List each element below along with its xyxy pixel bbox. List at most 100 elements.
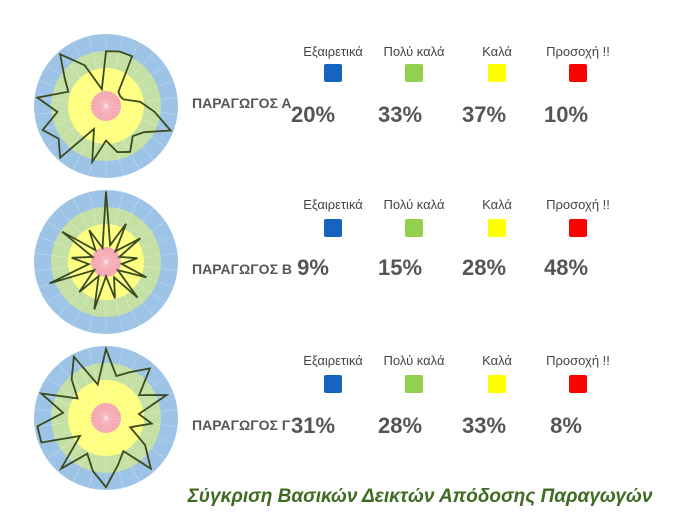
spoke bbox=[105, 261, 154, 317]
legend-swatch bbox=[405, 375, 423, 393]
legend-swatch bbox=[488, 64, 506, 82]
percentage-value: 28% bbox=[377, 413, 423, 438]
legend-label: Προσοχή !! bbox=[546, 353, 610, 368]
spoke bbox=[105, 64, 166, 107]
spoke bbox=[34, 417, 107, 427]
legend-label: Εξαιρετικά bbox=[303, 44, 363, 59]
spoke bbox=[58, 105, 107, 161]
spoke bbox=[105, 417, 140, 482]
legend-swatch bbox=[324, 219, 342, 237]
spoke bbox=[38, 236, 107, 263]
percentage-value: 33% bbox=[461, 413, 507, 438]
spoke bbox=[72, 105, 107, 170]
spoke bbox=[58, 207, 107, 263]
spoke bbox=[105, 348, 124, 419]
spoke bbox=[46, 105, 107, 148]
spoke bbox=[88, 261, 107, 332]
spoke bbox=[105, 192, 124, 263]
spoke bbox=[58, 363, 107, 419]
spoke bbox=[72, 42, 107, 107]
series-line bbox=[49, 191, 147, 310]
spoke bbox=[34, 261, 107, 271]
spoke bbox=[105, 36, 124, 107]
spoke bbox=[38, 80, 107, 107]
producer-label: ΠΑΡΑΓΩΓΟΣ Γ bbox=[192, 417, 291, 433]
spoke bbox=[105, 363, 154, 419]
band-warning bbox=[91, 247, 121, 277]
legend-swatch bbox=[569, 64, 587, 82]
legend-label: Πολύ καλά bbox=[383, 44, 445, 59]
spoke bbox=[105, 51, 154, 107]
legend-label: Πολύ καλά bbox=[383, 197, 445, 212]
legend-label: Πολύ καλά bbox=[383, 353, 445, 368]
spoke bbox=[105, 236, 174, 263]
spoke bbox=[105, 105, 178, 115]
legend-swatch bbox=[569, 375, 587, 393]
spoke bbox=[72, 261, 107, 326]
series-line bbox=[35, 50, 173, 166]
percentage-value: 48% bbox=[543, 255, 589, 280]
spoke bbox=[105, 417, 178, 427]
spoke bbox=[105, 392, 174, 419]
spoke bbox=[105, 417, 174, 444]
spoke bbox=[38, 392, 107, 419]
spoke bbox=[105, 409, 178, 419]
spoke bbox=[38, 105, 107, 132]
spoke bbox=[46, 64, 107, 107]
spoke bbox=[34, 97, 107, 107]
spoke bbox=[105, 261, 140, 326]
radar-chart bbox=[34, 34, 178, 178]
legend-label: Εξαιρετικά bbox=[303, 353, 363, 368]
legend-label: Προσοχή !! bbox=[546, 197, 610, 212]
percentage-value: 20% bbox=[290, 102, 336, 127]
percentage-value: 10% bbox=[543, 102, 589, 127]
legend-label: Καλά bbox=[482, 197, 512, 212]
spoke bbox=[105, 97, 178, 107]
legend-swatch bbox=[569, 219, 587, 237]
spoke bbox=[105, 253, 178, 263]
spoke bbox=[88, 417, 107, 488]
percentage-value: 37% bbox=[461, 102, 507, 127]
spoke bbox=[38, 417, 107, 444]
producer-label: ΠΑΡΑΓΩΓΟΣ Β bbox=[192, 261, 292, 277]
legend-swatch bbox=[324, 64, 342, 82]
legend-swatch bbox=[405, 219, 423, 237]
legend-swatch bbox=[488, 219, 506, 237]
percentage-value: 8% bbox=[550, 413, 582, 438]
spoke bbox=[72, 417, 107, 482]
band-warning bbox=[91, 91, 121, 121]
spoke bbox=[105, 105, 124, 176]
spoke bbox=[58, 417, 107, 473]
spoke bbox=[34, 253, 107, 263]
spoke bbox=[46, 417, 107, 460]
spoke bbox=[105, 105, 174, 132]
percentage-value: 9% bbox=[297, 255, 329, 280]
spoke bbox=[34, 409, 107, 419]
spoke bbox=[34, 105, 107, 115]
chart-title: Σύγκριση Βασικών Δεικτών Απόδοσης Παραγω… bbox=[187, 486, 653, 507]
spoke bbox=[105, 105, 154, 161]
percentage-value: 33% bbox=[377, 102, 423, 127]
spoke bbox=[105, 42, 140, 107]
legend-swatch bbox=[488, 375, 506, 393]
legend-swatch bbox=[405, 64, 423, 82]
spoke bbox=[105, 417, 124, 488]
percentage-value: 15% bbox=[377, 255, 423, 280]
radar-chart bbox=[34, 190, 178, 334]
spoke bbox=[88, 36, 107, 107]
legend-label: Εξαιρετικά bbox=[303, 197, 363, 212]
spoke bbox=[105, 376, 166, 419]
spoke bbox=[46, 220, 107, 263]
spoke bbox=[105, 105, 140, 170]
spoke bbox=[88, 192, 107, 263]
percentage-value: 31% bbox=[290, 413, 336, 438]
radar-chart bbox=[34, 345, 178, 490]
spoke bbox=[58, 51, 107, 107]
legend-label: Καλά bbox=[482, 44, 512, 59]
series-line bbox=[36, 345, 170, 489]
spoke bbox=[105, 261, 178, 271]
spoke bbox=[105, 105, 166, 148]
spoke bbox=[105, 417, 166, 460]
spoke bbox=[105, 80, 174, 107]
